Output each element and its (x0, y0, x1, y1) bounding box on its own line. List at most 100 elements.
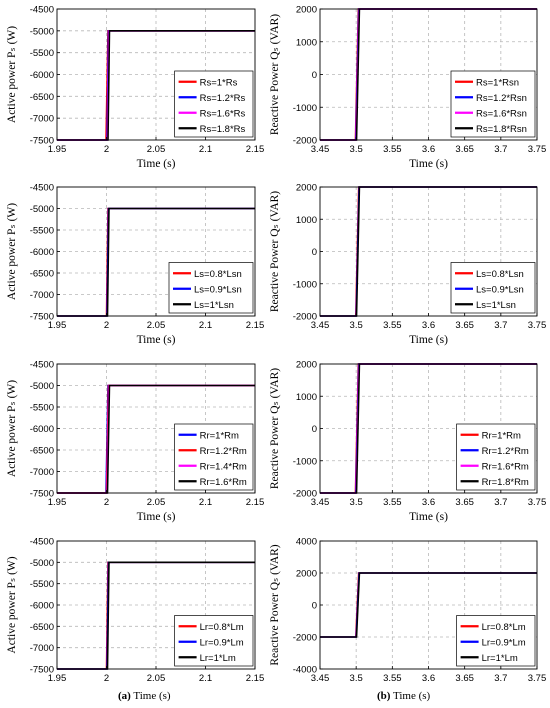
x-tick-label: 2.15 (246, 497, 265, 508)
legend-label: Ls=0.9*Lsn (194, 284, 242, 295)
y-tick-label: -6000 (30, 424, 54, 435)
y-axis-label: Reactive Power Qₛ (VAR) (269, 368, 281, 489)
x-tick-label: 2 (104, 320, 109, 331)
y-tick-label: -2000 (293, 489, 317, 500)
x-tick-label: 1.95 (48, 497, 67, 508)
caption-b: (b) Time (s) (377, 690, 431, 702)
y-tick-label: -5500 (30, 226, 54, 237)
x-tick-label: 3.55 (383, 144, 402, 155)
x-tick-label: 3.55 (383, 673, 402, 684)
legend-label: Rs=1.8*Rs (200, 124, 246, 135)
y-tick-label: -5000 (30, 381, 54, 392)
y-tick-label: 2000 (296, 5, 317, 16)
x-tick-label: 2 (104, 144, 109, 155)
legend: Ls=0.8*Lsn Ls=0.9*Lsn Ls=1*Lsn (450, 262, 536, 314)
y-tick-label: -7500 (30, 489, 54, 500)
legend-label: Rr=1.4*Rm (200, 461, 247, 472)
x-tick-label: 3.5 (350, 320, 363, 331)
x-tick-label: 3.5 (350, 144, 363, 155)
chart-panel-6: 3.45 3.5 3.55 3.6 3.65 3.7 3.75 -2000 -1000 0 1000… (269, 360, 546, 524)
legend-label: Rr=1*Rm (200, 430, 239, 441)
chart-panel-1: 1.95 2 2.05 2.1 2.15 -7500 -7000 -6500 -6000 -550… (6, 5, 264, 171)
x-tick-label: 3.7 (494, 144, 507, 155)
x-tick-label: 3.65 (455, 144, 474, 155)
x-tick-label: 2.15 (246, 144, 265, 155)
x-tick-label: 2 (104, 673, 109, 684)
x-tick-label: 2.05 (147, 497, 166, 508)
y-tick-label: -5000 (30, 558, 54, 569)
y-tick-label: -6000 (30, 247, 54, 258)
legend-label: Rs=1*Rs (200, 77, 238, 88)
legend-label: Rr=1.2*Rm (482, 446, 529, 457)
chart-panel-7: 1.95 2 2.05 2.1 2.15 -7500 -7000 -6500 -6000 -550… (6, 537, 264, 685)
legend-label: Rs=1.2*Rsn (476, 93, 527, 104)
x-tick-label: 2.15 (246, 320, 265, 331)
x-tick-label: 3.75 (528, 320, 547, 331)
y-axis-label: Active power Pₛ (W) (6, 556, 18, 653)
x-tick-label: 1.95 (48, 673, 67, 684)
y-tick-label: 0 (312, 601, 317, 612)
y-tick-label: -5000 (30, 204, 54, 215)
legend: Rr=1*Rm Rr=1.2*Rm Rr=1.4*Rm Rr=1.6*Rm (174, 423, 254, 491)
y-tick-label: -7000 (30, 114, 54, 125)
x-axis-label: Time (s) (137, 158, 176, 170)
y-tick-label: -7500 (30, 665, 54, 676)
legend-label: Ls=0.8*Lsn (194, 269, 242, 280)
legend: Ls=0.8*Lsn Ls=0.9*Lsn Ls=1*Lsn (168, 262, 254, 314)
y-tick-label: -7500 (30, 312, 54, 323)
x-tick-label: 3.6 (422, 320, 435, 331)
y-tick-label: -6000 (30, 70, 54, 81)
y-axis-label: Reactive Power Qₛ (VAR) (269, 191, 281, 312)
x-tick-label: 3.6 (422, 673, 435, 684)
y-tick-label: -6500 (30, 269, 54, 280)
y-tick-label: -4000 (293, 665, 317, 676)
y-tick-label: -5500 (30, 579, 54, 590)
y-tick-label: -4500 (30, 537, 54, 548)
y-tick-label: -1000 (293, 456, 317, 467)
legend-label: Ls=1*Lsn (476, 300, 516, 311)
y-tick-label: -6000 (30, 601, 54, 612)
x-tick-label: 3.5 (350, 673, 363, 684)
y-tick-label: -7500 (30, 136, 54, 147)
x-tick-label: 3.7 (494, 320, 507, 331)
x-tick-label: 3.5 (350, 497, 363, 508)
legend-label: Lr=0.9*Lm (482, 637, 526, 648)
y-tick-label: -6500 (30, 446, 54, 457)
y-tick-label: -4500 (30, 183, 54, 194)
y-tick-label: 2000 (296, 183, 317, 194)
y-tick-label: -5500 (30, 403, 54, 414)
y-tick-label: -5500 (30, 48, 54, 59)
y-axis-label: Reactive Power Qₛ (VAR) (269, 14, 281, 135)
x-tick-label: 3.7 (494, 673, 507, 684)
x-tick-label: 3.75 (528, 673, 547, 684)
y-tick-label: -5000 (30, 26, 54, 37)
y-tick-label: 2000 (296, 360, 317, 371)
y-axis-label: Active power Pₛ (W) (6, 26, 18, 123)
legend: Lr=0.8*Lm Lr=0.9*Lm Lr=1*Lm (456, 615, 536, 667)
x-tick-label: 1.95 (48, 144, 67, 155)
y-axis-label: Reactive Power Qₛ (VAR) (269, 544, 281, 665)
y-tick-label: 0 (312, 70, 317, 81)
legend-label: Rs=1.6*Rsn (476, 108, 527, 119)
chart-panel-2: 3.45 3.5 3.55 3.6 3.65 3.7 3.75 -2000 -1000 0 1000… (269, 5, 546, 171)
legend-label: Ls=1*Lsn (194, 300, 234, 311)
series-line (320, 572, 537, 638)
chart-panel-8: 3.45 3.5 3.55 3.6 3.65 3.7 3.75 -4000 -2000 0 2000… (269, 537, 546, 685)
legend-label: Lr=0.8*Lm (482, 622, 526, 633)
x-tick-label: 3.75 (528, 497, 547, 508)
x-tick-label: 3.45 (311, 497, 330, 508)
x-tick-label: 3.65 (455, 673, 474, 684)
y-tick-label: -4500 (30, 5, 54, 16)
y-tick-label: -2000 (293, 312, 317, 323)
legend-label: Rr=1.6*Rm (482, 461, 529, 472)
chart-panel-3: 1.95 2 2.05 2.1 2.15 -7500 -7000 -6500 -6000 -550… (6, 183, 264, 347)
x-axis-label: Time (s) (409, 334, 448, 346)
legend-label: Rr=1.2*Rm (200, 446, 247, 457)
x-tick-label: 2.1 (199, 144, 212, 155)
x-tick-label: 3.65 (455, 497, 474, 508)
x-axis-label: Time (s) (137, 511, 176, 523)
y-tick-label: -7000 (30, 290, 54, 301)
x-tick-label: 3.75 (528, 144, 547, 155)
x-tick-label: 2 (104, 497, 109, 508)
y-tick-label: -1000 (293, 103, 317, 114)
